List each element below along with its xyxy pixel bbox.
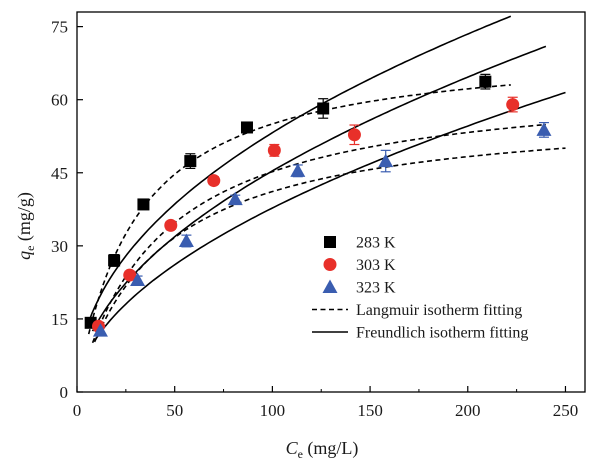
- legend-item: Langmuir isotherm fitting: [312, 302, 522, 319]
- square-data-point: [317, 102, 330, 115]
- circle-data-point: [123, 268, 137, 282]
- y-axis-label-sub: e: [23, 246, 37, 251]
- legend-label: 323 K: [356, 280, 396, 297]
- y-tick-label: 75: [51, 18, 68, 37]
- y-axis-label: qe (mg/g): [14, 192, 37, 260]
- legend-label: 303 K: [356, 257, 396, 274]
- circle-data-point: [207, 174, 221, 188]
- square-data-point: [240, 121, 253, 134]
- langmuir-fit-line-0: [87, 84, 511, 335]
- legend: 283 K 303 K 323 K Langmuir isotherm fitting…: [312, 235, 528, 342]
- triangle-data-point: [227, 191, 243, 206]
- triangle-data-point: [130, 272, 146, 286]
- x-tick-label: 200: [455, 401, 481, 420]
- triangle-data-point: [290, 163, 306, 177]
- freundlich-fit-line-1: [91, 45, 547, 332]
- y-axis-label-main: q: [14, 251, 34, 260]
- legend-item: 323 K: [322, 279, 396, 297]
- freundlich-fit-line-0: [87, 15, 512, 323]
- legend-item: Freundlich isotherm fitting: [312, 325, 528, 342]
- x-axis-label-sub: e: [298, 447, 303, 461]
- x-tick-label: 250: [553, 401, 579, 420]
- data-markers: [84, 75, 552, 337]
- circle-data-point: [506, 98, 520, 112]
- legend-circle-swatch: [323, 258, 337, 271]
- x-tick-label: 150: [357, 401, 383, 420]
- x-axis-label-main: C: [286, 438, 299, 458]
- x-axis-label-unit: (mg/L): [303, 438, 359, 459]
- circle-data-point: [164, 218, 178, 232]
- legend-label: Freundlich isotherm fitting: [356, 325, 528, 342]
- legend-label: Langmuir isotherm fitting: [356, 302, 522, 319]
- triangle-data-point: [92, 323, 108, 337]
- y-tick-label: 60: [51, 91, 68, 110]
- y-axis-label-unit: (mg/g): [14, 192, 35, 246]
- legend-triangle-swatch: [322, 279, 338, 293]
- square-data-point: [479, 75, 492, 88]
- circle-data-point: [347, 128, 361, 142]
- square-data-point: [108, 254, 121, 267]
- x-axis-label: Ce (mg/L): [286, 438, 359, 461]
- triangle-data-point: [536, 122, 552, 136]
- circle-data-point: [267, 143, 281, 157]
- plot-frame: [76, 11, 586, 393]
- legend-label: 283 K: [356, 235, 396, 252]
- fit-lines: [87, 15, 566, 344]
- axis-ticks: 0 50 100 150 200 250 0 15 30 45 60 75: [51, 18, 578, 420]
- freundlich-fit-line-2: [93, 91, 566, 342]
- y-tick-label: 0: [60, 383, 69, 402]
- y-tick-label: 15: [51, 310, 68, 329]
- square-data-point: [137, 198, 150, 211]
- legend-item: 283 K: [324, 235, 396, 252]
- triangle-data-point: [378, 153, 394, 168]
- x-tick-label: 50: [166, 401, 183, 420]
- triangle-data-point: [178, 233, 194, 247]
- x-tick-label: 100: [260, 401, 286, 420]
- plot-border: [76, 11, 586, 393]
- legend-item: 303 K: [323, 257, 396, 274]
- y-tick-label: 45: [51, 164, 68, 183]
- legend-square-swatch: [324, 236, 336, 248]
- x-tick-label: 0: [73, 401, 82, 420]
- square-data-point: [184, 155, 197, 168]
- y-tick-label: 30: [51, 237, 68, 256]
